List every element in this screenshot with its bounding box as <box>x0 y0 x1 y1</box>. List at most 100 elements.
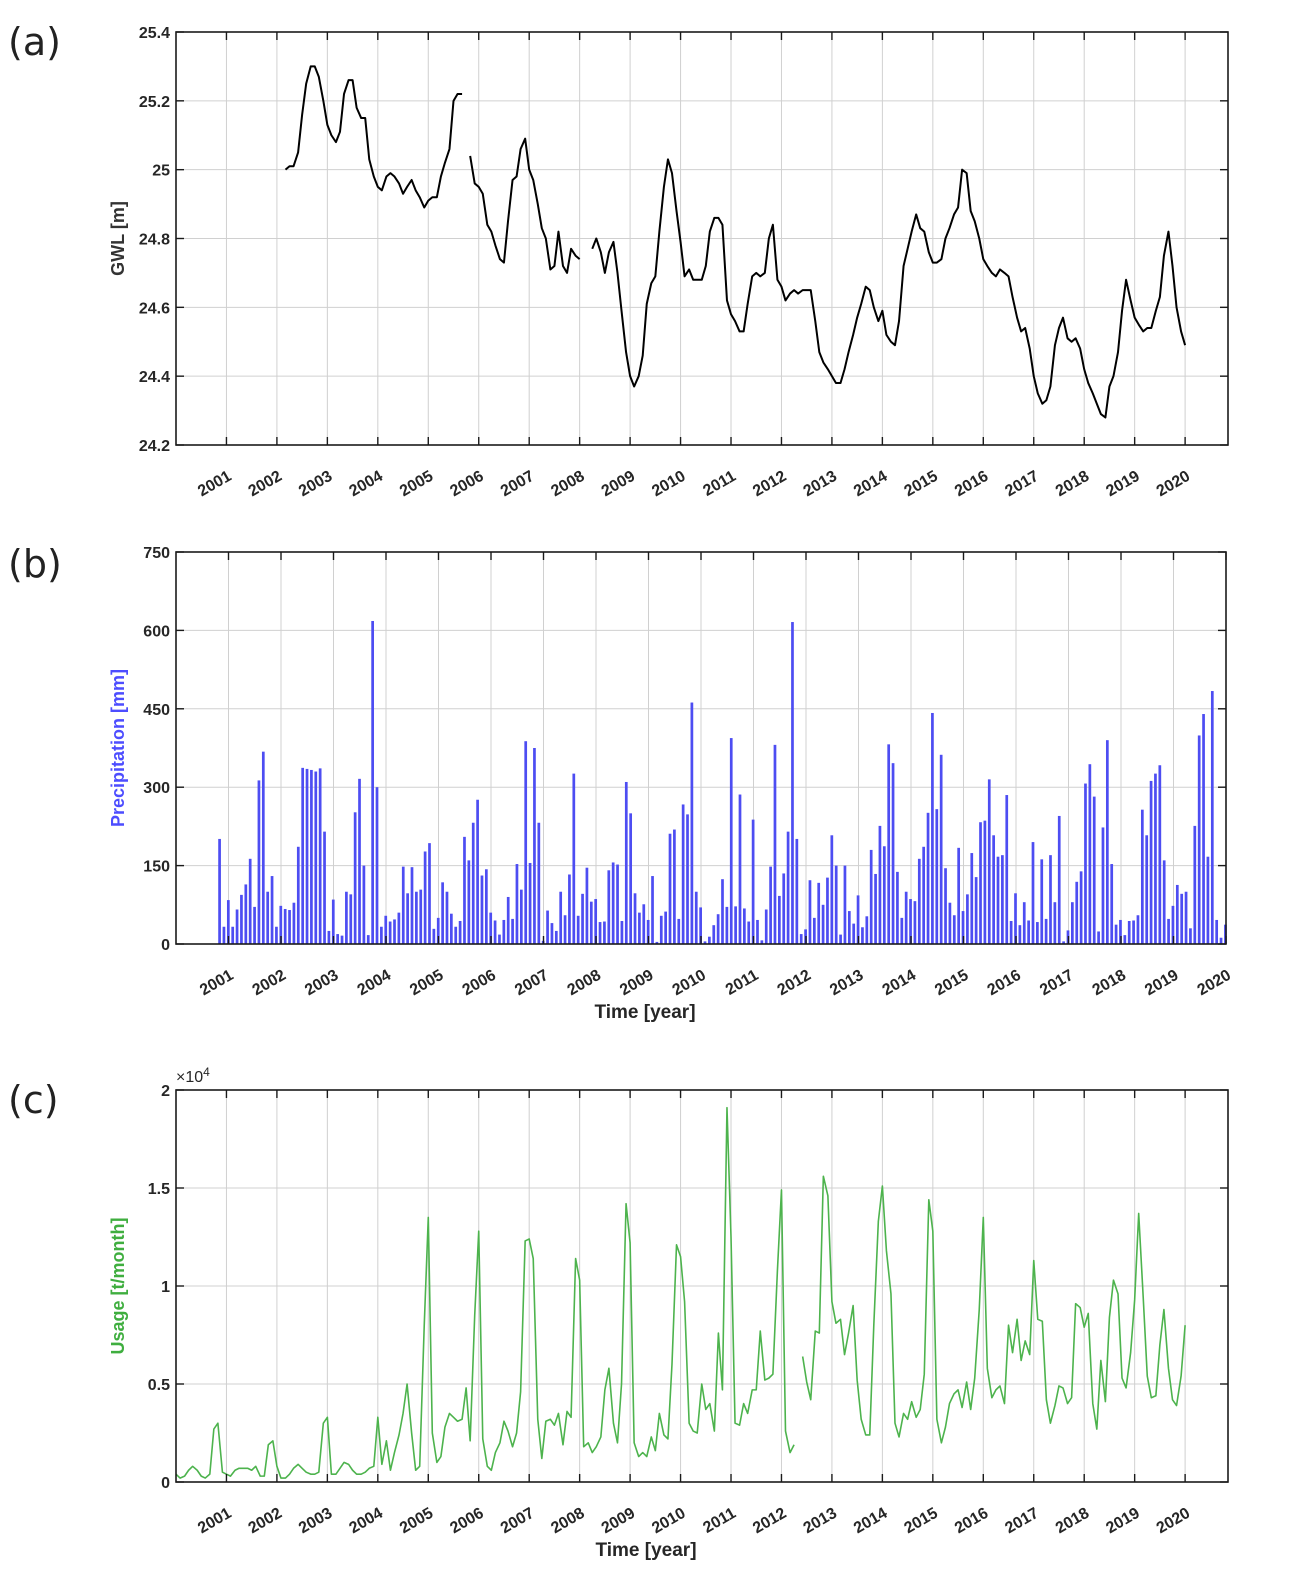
x-tick-label: 2013 <box>827 967 866 1000</box>
precip-bar <box>1062 941 1065 944</box>
x-tick-label: 2010 <box>670 967 709 1000</box>
precip-bar <box>1105 740 1109 944</box>
precip-bar <box>226 900 230 944</box>
x-tick-label: 2009 <box>617 967 656 1000</box>
precip-bar <box>450 913 453 944</box>
precip-bar <box>1110 864 1114 944</box>
precip-bar <box>240 894 243 944</box>
precip-bar <box>611 862 615 944</box>
precip-bar <box>476 799 479 944</box>
precip-bar <box>874 873 877 944</box>
y-axis-label: Precipitation [mm] <box>108 669 128 827</box>
x-tick-label: 2008 <box>548 468 587 501</box>
x-tick-label: 2010 <box>649 1505 688 1538</box>
precip-bar <box>882 846 886 944</box>
y-axis-label: GWL [m] <box>108 201 128 276</box>
precip-bar <box>1022 902 1026 944</box>
precip-bar <box>305 768 309 944</box>
precip-bar <box>673 829 676 944</box>
precip-bar <box>1123 935 1127 944</box>
precip-bar <box>1036 922 1039 944</box>
precip-bar <box>380 926 383 944</box>
precip-bar <box>966 894 969 944</box>
x-tick-label: 2011 <box>700 468 739 500</box>
precip-bar <box>393 919 396 944</box>
precip-bar <box>983 820 987 944</box>
precip-bar <box>1149 780 1153 944</box>
x-tick-label: 2006 <box>460 967 499 1000</box>
precip-bar <box>528 862 532 944</box>
precip-bar <box>1009 921 1013 944</box>
series-line-segment <box>175 1106 795 1479</box>
x-tick-label: 2018 <box>1090 967 1129 1000</box>
series-line-segment <box>801 1175 1186 1444</box>
x-tick-label: 2009 <box>599 468 638 501</box>
precip-bar <box>782 873 786 944</box>
precip-bar <box>620 921 624 944</box>
precip-bar <box>533 748 536 944</box>
precip-bar <box>432 928 436 944</box>
precip-bar <box>729 738 733 944</box>
precip-bar <box>769 866 772 944</box>
y-tick-label: 750 <box>143 545 170 562</box>
precip-bar <box>869 849 873 944</box>
precip-bar <box>554 930 558 944</box>
x-tick-label: 2002 <box>250 967 289 1000</box>
x-tick-label: 2020 <box>1154 1505 1193 1538</box>
precip-bar <box>349 894 353 944</box>
x-tick-label: 2007 <box>498 1505 537 1538</box>
y-exponent-label: ×104 <box>176 1065 210 1086</box>
x-tick-label: 2005 <box>397 1505 436 1538</box>
precip-bar <box>699 907 702 944</box>
x-tick-label: 2019 <box>1103 468 1142 501</box>
precip-bar <box>743 908 746 944</box>
y-exponent-power: 4 <box>203 1065 210 1079</box>
panel-label-c: (c) <box>8 1078 59 1122</box>
precip-bar <box>1014 893 1017 944</box>
precip-bar <box>891 763 895 944</box>
precip-bar <box>458 921 462 944</box>
y-tick-label: 24.4 <box>139 369 170 386</box>
precip-bar <box>847 911 851 944</box>
precip-bar <box>751 819 755 944</box>
precip-bar <box>799 934 803 944</box>
precip-bar <box>756 919 759 944</box>
precip-bar <box>1140 809 1144 944</box>
precip-bar <box>974 877 978 944</box>
precip-bar <box>1206 856 1210 944</box>
precip-bar <box>314 771 318 944</box>
precip-bar <box>581 893 584 944</box>
precip-bar <box>904 891 908 944</box>
precip-bar <box>1136 915 1140 944</box>
x-tick-label: 2014 <box>851 468 890 501</box>
precip-bar <box>624 781 628 944</box>
precip-bar <box>1101 827 1105 944</box>
precip-bar <box>585 867 589 944</box>
x-tick-label: 2016 <box>952 468 991 501</box>
x-tick-label: 2006 <box>447 468 486 501</box>
precip-bar <box>524 741 528 944</box>
precip-bar <box>415 891 418 944</box>
precip-bar <box>970 853 974 944</box>
y-tick-label: 25 <box>152 163 170 180</box>
x-tick-label: 2015 <box>932 967 971 1000</box>
precip-bar <box>1001 855 1004 944</box>
x-tick-label: 2011 <box>723 967 762 999</box>
precip-bar <box>454 926 458 944</box>
precip-bar <box>546 910 549 944</box>
x-tick-label: 2003 <box>296 1505 335 1538</box>
precip-bar <box>506 896 510 944</box>
precip-bar <box>537 822 541 944</box>
precip-bar <box>716 914 720 944</box>
x-tick-label: 2001 <box>197 967 236 1000</box>
x-tick-label: 2006 <box>447 1505 486 1538</box>
precip-bar <box>1097 931 1100 944</box>
precip-bar <box>493 920 497 944</box>
precip-bar <box>340 935 344 944</box>
precip-bar <box>288 910 291 944</box>
precip-bar <box>1162 860 1166 944</box>
x-tick-label: 2010 <box>649 468 688 501</box>
precip-bar <box>922 846 926 944</box>
precip-bar <box>786 831 790 944</box>
